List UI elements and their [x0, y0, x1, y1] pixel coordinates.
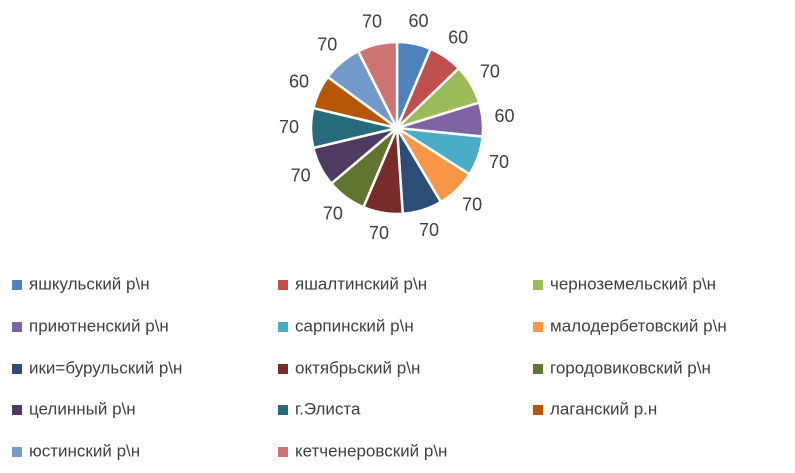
legend-label: яшалтинский р\н: [295, 274, 427, 293]
legend-marker: [12, 447, 22, 457]
data-label: 70: [489, 152, 509, 172]
legend-marker: [533, 280, 543, 290]
legend-marker: [12, 405, 22, 415]
data-label: 60: [448, 28, 468, 48]
data-label: 70: [279, 117, 299, 137]
legend-label: городовиковский р\н: [550, 358, 711, 377]
legend-label: г.Элиста: [295, 399, 361, 418]
data-label: 70: [369, 223, 389, 243]
legend-label: ики=бурульский р\н: [29, 358, 182, 377]
pie-slice: [356, 40, 399, 129]
data-label: 60: [289, 71, 309, 91]
legend-marker: [278, 364, 288, 374]
legend-marker: [533, 364, 543, 374]
legend-label: яшкульский р\н: [29, 274, 150, 293]
data-label: 70: [317, 34, 337, 54]
legend-label: октябрьский р\н: [295, 358, 420, 377]
legend-marker: [278, 322, 288, 332]
data-label: 60: [408, 11, 428, 31]
legend-marker: [278, 447, 288, 457]
legend-label: малодербетовский р\н: [550, 316, 727, 335]
legend-label: кетченеровский р\н: [295, 441, 447, 460]
legend-label: лаганский р.н: [550, 399, 657, 418]
data-label: 70: [480, 62, 500, 82]
legend-label: целинный р\н: [29, 399, 136, 418]
data-label: 70: [323, 204, 343, 224]
legend-marker: [12, 364, 22, 374]
legend-label: приютненский р\н: [29, 316, 169, 335]
data-label: 70: [462, 194, 482, 214]
legend-label: сарпинский р\н: [295, 316, 414, 335]
legend-label: юстинский р\н: [29, 441, 140, 460]
legend-marker: [278, 405, 288, 415]
legend-marker: [533, 405, 543, 415]
legend-marker: [533, 322, 543, 332]
legend-marker: [12, 280, 22, 290]
data-label: 70: [362, 12, 382, 32]
legend-label: черноземельский р\н: [550, 274, 716, 293]
data-label: 60: [494, 106, 514, 126]
data-label: 70: [419, 220, 439, 240]
legend-marker: [12, 322, 22, 332]
legend-marker: [278, 280, 288, 290]
data-label: 70: [291, 165, 311, 185]
